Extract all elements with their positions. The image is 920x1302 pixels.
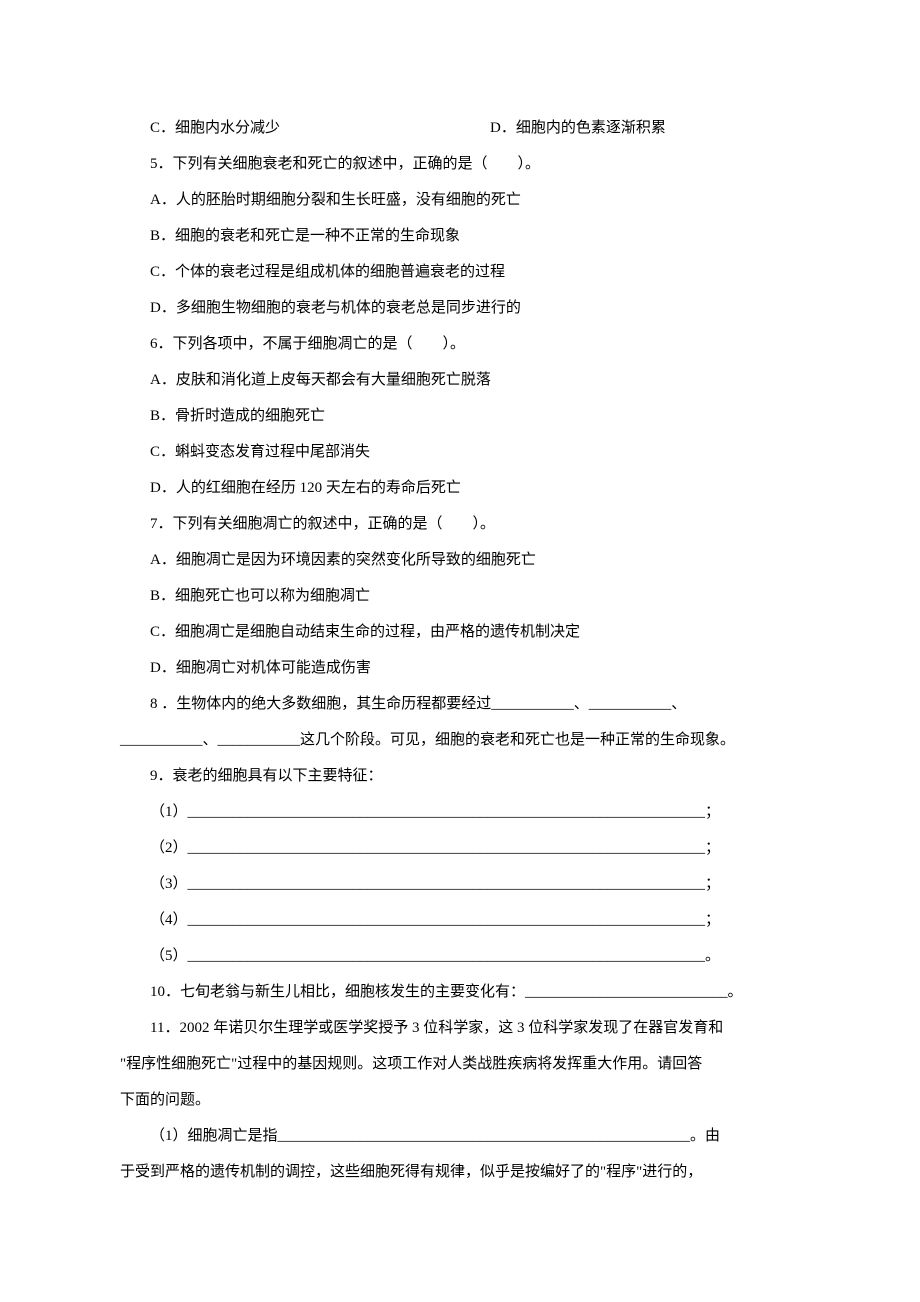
question-5-option-a: A．人的胚胎时期细胞分裂和生长旺盛，没有细胞的死亡 [120,182,800,218]
question-5-stem: 5．下列有关细胞衰老和死亡的叙述中，正确的是（ ）。 [120,146,800,182]
option-c: C．细胞内水分减少 [120,110,460,146]
question-6-stem: 6．下列各项中，不属于细胞凋亡的是（ ）。 [120,326,800,362]
question-11-line2: "程序性细胞死亡"过程中的基因规则。这项工作对人类战胜疾病将发挥重大作用。请回答 [120,1046,800,1082]
question-9-stem: 9．衰老的细胞具有以下主要特征： [120,758,800,794]
question-11-part1-a: （1）细胞凋亡是指_______________________________… [120,1118,800,1154]
question-9-blank-4: （4）_____________________________________… [120,902,800,938]
question-7-option-d: D．细胞凋亡对机体可能造成伤害 [120,650,800,686]
question-6-option-a: A．皮肤和消化道上皮每天都会有大量细胞死亡脱落 [120,362,800,398]
question-9-blank-3: （3）_____________________________________… [120,866,800,902]
question-11-line3: 下面的问题。 [120,1082,800,1118]
question-6-option-b: B．骨折时造成的细胞死亡 [120,398,800,434]
question-9-blank-1: （1）_____________________________________… [120,794,800,830]
question-8-line1: 8 ．生物体内的绝大多数细胞，其生命历程都要经过___________、____… [120,686,800,722]
page: C．细胞内水分减少 D．细胞内的色素逐渐积累 5．下列有关细胞衰老和死亡的叙述中… [0,0,920,1302]
question-6-option-d: D．人的红细胞在经历 120 天左右的寿命后死亡 [120,470,800,506]
question-4-options-cd: C．细胞内水分减少 D．细胞内的色素逐渐积累 [120,110,800,146]
question-11-part1-b: 于受到严格的遗传机制的调控，这些细胞死得有规律，似乎是按编好了的"程序"进行的， [120,1154,800,1190]
question-10: 10．七旬老翁与新生儿相比，细胞核发生的主要变化有：______________… [120,974,800,1010]
question-8-line2: ___________、___________这几个阶段。可见，细胞的衰老和死亡… [120,722,800,758]
question-9-blank-5: （5）_____________________________________… [120,938,800,974]
question-9-blank-2: （2）_____________________________________… [120,830,800,866]
question-11-line1: 11．2002 年诺贝尔生理学或医学奖授予 3 位科学家，这 3 位科学家发现了… [120,1010,800,1046]
question-7-option-b: B．细胞死亡也可以称为细胞凋亡 [120,578,800,614]
option-d: D．细胞内的色素逐渐积累 [460,110,800,146]
question-5-option-b: B．细胞的衰老和死亡是一种不正常的生命现象 [120,218,800,254]
question-5-option-c: C．个体的衰老过程是组成机体的细胞普遍衰老的过程 [120,254,800,290]
question-7-stem: 7．下列有关细胞凋亡的叙述中，正确的是（ ）。 [120,506,800,542]
question-7-option-c: C．细胞凋亡是细胞自动结束生命的过程，由严格的遗传机制决定 [120,614,800,650]
question-5-option-d: D．多细胞生物细胞的衰老与机体的衰老总是同步进行的 [120,290,800,326]
question-7-option-a: A．细胞凋亡是因为环境因素的突然变化所导致的细胞死亡 [120,542,800,578]
question-6-option-c: C．蝌蚪变态发育过程中尾部消失 [120,434,800,470]
